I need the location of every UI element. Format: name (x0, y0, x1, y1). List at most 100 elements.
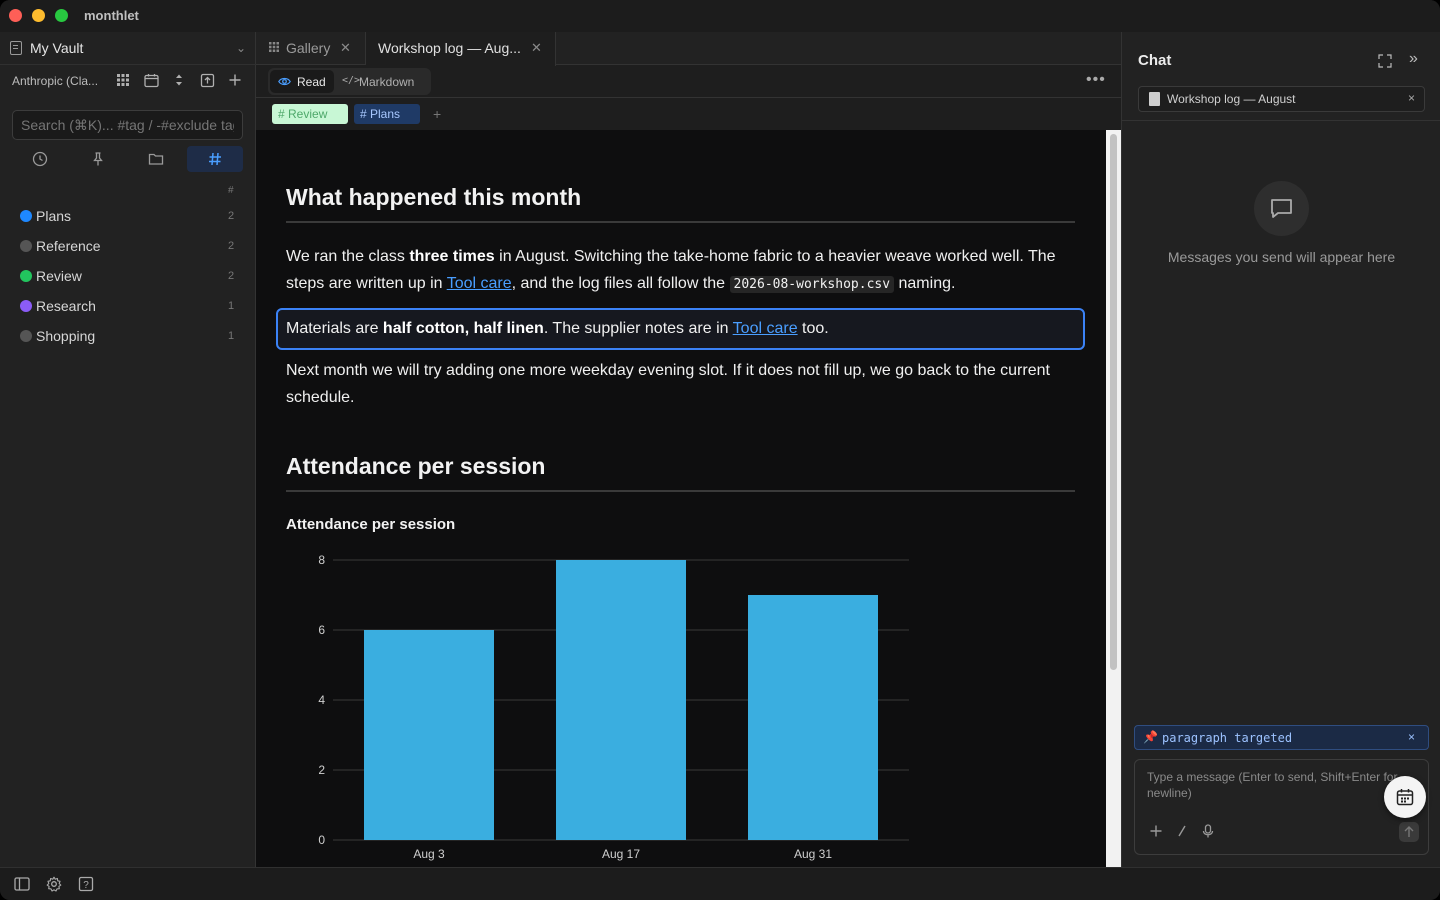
attach-icon[interactable] (1149, 824, 1163, 838)
tag-count: 1 (228, 300, 235, 312)
y-tick-label: 4 (318, 693, 325, 707)
close-tab-icon[interactable]: ✕ (531, 40, 542, 55)
eye-icon (278, 77, 291, 86)
paragraph-next-month[interactable]: Next month we will try adding one more w… (286, 362, 1050, 406)
add-icon[interactable] (227, 73, 243, 89)
bar-aug-3 (364, 630, 494, 840)
microphone-icon[interactable] (1201, 824, 1215, 838)
message-input[interactable] (1135, 760, 1428, 816)
pushpin-icon: 📌 (1143, 730, 1158, 744)
targeted-paragraph-highlight[interactable] (276, 308, 1085, 350)
attendance-bar-chart: 0 2 4 6 8 Aug 3 Aug 17 Aug 31 (318, 553, 909, 861)
document-scrollbar[interactable] (1106, 130, 1121, 867)
note-tag-plans[interactable]: # Plans (354, 104, 420, 124)
hash-icon (209, 152, 221, 166)
tag-item-plans[interactable]: Plans 2 (0, 200, 256, 230)
vault-switcher[interactable]: My Vault ⌄ (0, 32, 256, 65)
tab-gallery[interactable]: Gallery ✕ (256, 32, 366, 65)
sort-icon[interactable] (171, 73, 187, 89)
tag-color-dot (20, 330, 32, 342)
markdown-mode-button[interactable]: </> Markdown (338, 70, 428, 93)
tab-label: Workshop log — Aug... (378, 40, 521, 56)
tag-item-review[interactable]: Review 2 (0, 260, 256, 290)
vault-name: My Vault (30, 40, 84, 56)
context-file-chip[interactable]: Workshop log — August × (1138, 86, 1425, 112)
floating-calendar-button[interactable] (1384, 776, 1426, 818)
remove-target-icon[interactable]: × (1408, 730, 1416, 744)
minimize-window-button[interactable] (32, 9, 45, 22)
y-tick-label: 2 (318, 763, 325, 777)
send-button[interactable] (1399, 822, 1419, 842)
tag-color-dot (20, 270, 32, 282)
note-tags-bar: # Review # Plans + (256, 98, 1121, 130)
sidebar-toggle-icon[interactable] (14, 876, 30, 892)
upload-icon[interactable] (199, 73, 215, 89)
expand-icon[interactable] (1378, 54, 1392, 68)
tag-name: Research (36, 298, 96, 314)
read-mode-label: Read (297, 75, 326, 89)
read-mode-button[interactable]: Read (270, 70, 334, 93)
tag-color-dot (20, 210, 32, 222)
svg-text:?: ? (83, 880, 89, 891)
recent-filter-button[interactable] (12, 146, 68, 172)
pin-icon (93, 152, 103, 166)
calendar-icon (1396, 789, 1414, 806)
tag-count: 1 (228, 330, 235, 342)
search-input[interactable] (12, 110, 243, 140)
tool-care-link[interactable]: Tool care (732, 320, 798, 337)
note-tag-review[interactable]: # Review (272, 104, 348, 124)
notebook-icon (10, 41, 22, 55)
more-options-icon[interactable]: ••• (1086, 71, 1106, 88)
zoom-window-button[interactable] (55, 9, 68, 22)
view-mode-bar: Read </> Markdown ••• (256, 65, 1121, 98)
tag-item-reference[interactable]: Reference 2 (0, 230, 256, 260)
heading-attendance: Attendance per session (286, 453, 1075, 492)
paragraph-summary[interactable]: We ran the class three times in August. … (286, 248, 1056, 293)
status-bar: ? (0, 867, 1440, 900)
paragraph-materials[interactable]: Materials are half cotton, half linen. T… (286, 320, 829, 337)
collapse-panel-icon[interactable]: » (1409, 50, 1418, 67)
slash-command-icon[interactable] (1175, 824, 1189, 838)
x-tick-label: Aug 3 (413, 847, 445, 861)
inline-code: 2026-08-workshop.csv (729, 276, 895, 293)
editor-area: Gallery ✕ Workshop log — Aug... ✕ Read <… (256, 32, 1121, 867)
provider-toolbar: Anthropic (Cla... (0, 65, 256, 97)
add-tag-button[interactable]: + (433, 106, 442, 122)
tag-name: Plans (36, 208, 72, 224)
bar-aug-17 (556, 560, 686, 840)
tag-item-research[interactable]: Research 1 (0, 290, 256, 320)
y-tick-label: 6 (318, 623, 325, 637)
tab-workshop-log[interactable]: Workshop log — Aug... ✕ (366, 32, 556, 66)
tab-label: Gallery (286, 40, 331, 56)
folder-icon (148, 153, 164, 165)
y-tick-label: 0 (318, 833, 325, 847)
settings-gear-icon[interactable] (46, 876, 62, 892)
calendar-icon[interactable] (143, 73, 159, 89)
pinned-filter-button[interactable] (70, 146, 126, 172)
scrollbar-thumb[interactable] (1110, 134, 1117, 670)
tag-name: Review (36, 268, 82, 284)
document-view: What happened this month We ran the clas… (256, 130, 1106, 867)
tag-name: Shopping (36, 328, 96, 344)
grid-icon (269, 42, 279, 52)
tag-item-shopping[interactable]: Shopping 1 (0, 320, 256, 350)
help-icon[interactable]: ? (78, 876, 94, 892)
chat-empty-icon (1254, 181, 1309, 236)
bar-aug-31 (748, 595, 878, 840)
file-icon (1149, 92, 1160, 106)
provider-selector[interactable]: Anthropic (Cla... (12, 74, 99, 88)
tag-list: Plans 2 Reference 2 Review 2 Research 1 … (0, 200, 256, 350)
tag-color-dot (20, 300, 32, 312)
tool-care-link[interactable]: Tool care (446, 275, 512, 292)
close-tab-icon[interactable]: ✕ (340, 40, 351, 55)
tag-count: 2 (228, 240, 235, 252)
paragraph-targeted-pill: 📌 paragraph targeted × (1134, 725, 1429, 750)
view-mode-toggle: Read </> Markdown (268, 68, 431, 95)
tags-filter-button[interactable] (187, 146, 243, 172)
close-window-button[interactable] (9, 9, 22, 22)
remove-context-icon[interactable]: × (1408, 91, 1416, 105)
chat-title: Chat (1138, 52, 1172, 69)
tab-bar: Gallery ✕ Workshop log — Aug... ✕ (256, 32, 1121, 66)
grid-view-icon[interactable] (115, 73, 131, 89)
folders-filter-button[interactable] (128, 146, 184, 172)
